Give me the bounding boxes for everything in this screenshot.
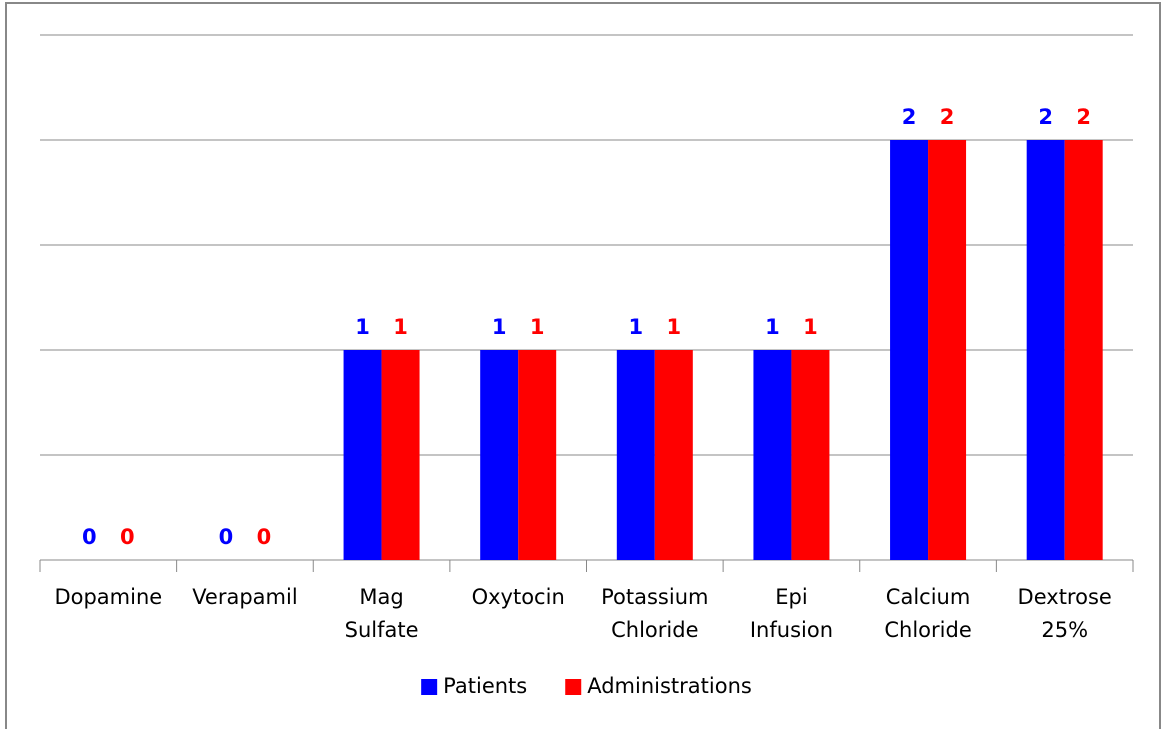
data-label: 0 (120, 525, 135, 549)
x-tick-label: Dopamine (54, 585, 162, 609)
data-label: 2 (940, 105, 955, 129)
chart-frame (5, 2, 1161, 729)
x-tick-label: Dextrose 25% (1018, 585, 1112, 642)
x-tick-label: Epi Infusion (750, 585, 833, 642)
bar (343, 350, 382, 560)
x-tick-label: Mag Sulfate (345, 585, 419, 642)
data-label: 0 (257, 525, 272, 549)
legend-label: Administrations (587, 674, 752, 698)
data-label: 1 (667, 315, 682, 339)
data-label: 2 (1038, 105, 1053, 129)
data-label: 1 (492, 315, 507, 339)
data-label: 0 (219, 525, 234, 549)
bar (616, 350, 655, 560)
bar (518, 350, 557, 560)
data-label: 1 (803, 315, 818, 339)
bar (890, 140, 929, 560)
legend-item: Patients (421, 674, 527, 698)
data-label: 1 (765, 315, 780, 339)
data-label: 1 (530, 315, 545, 339)
legend-swatch (565, 679, 582, 695)
bar (1026, 140, 1065, 560)
legend-swatch (421, 679, 438, 695)
legend-item: Administrations (565, 674, 752, 698)
x-tick-label: Potassium Chloride (601, 585, 708, 642)
bar (753, 350, 792, 560)
data-label: 1 (355, 315, 370, 339)
bar (480, 350, 519, 560)
data-label: 1 (393, 315, 408, 339)
bar (381, 350, 420, 560)
data-label: 2 (902, 105, 917, 129)
data-label: 0 (82, 525, 97, 549)
x-tick-label: Oxytocin (472, 585, 565, 609)
bar (1064, 140, 1103, 560)
bar (928, 140, 967, 560)
x-tick-label: Verapamil (192, 585, 297, 609)
bar (654, 350, 693, 560)
x-tick-label: Calcium Chloride (884, 585, 971, 642)
data-label: 1 (629, 315, 644, 339)
legend-label: Patients (443, 674, 527, 698)
data-label: 2 (1076, 105, 1091, 129)
bar (791, 350, 830, 560)
